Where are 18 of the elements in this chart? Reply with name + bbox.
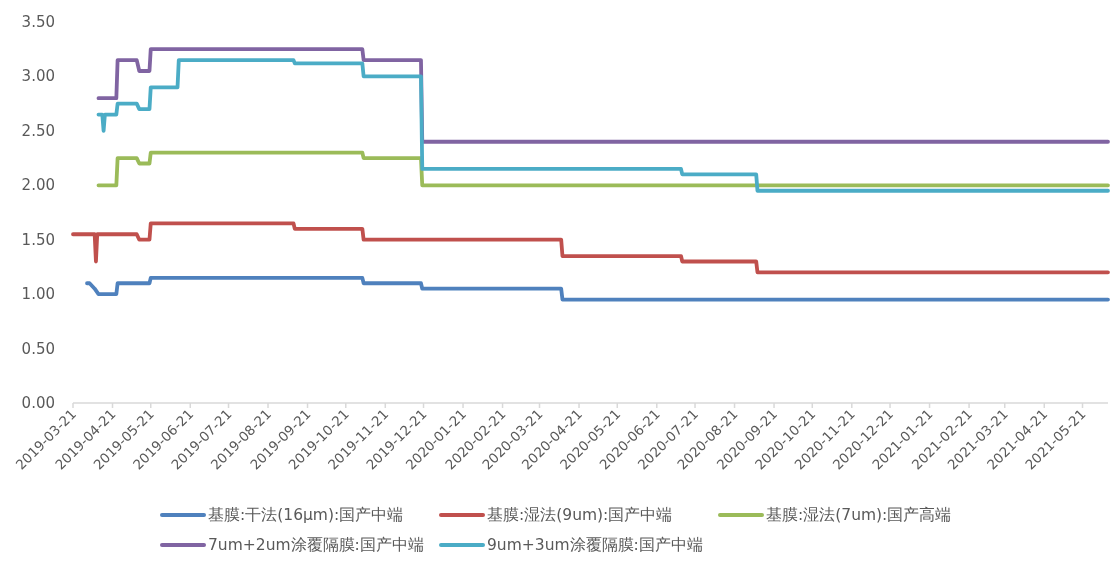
legend-label: 基膜:干法(16μm):国产中端 — [208, 506, 404, 524]
y-tick-label: 3.50 — [21, 13, 55, 31]
y-tick-label: 1.50 — [21, 230, 55, 249]
line-series — [96, 47, 1110, 144]
line-series — [85, 275, 1110, 302]
y-tick-label: 0.00 — [21, 394, 55, 412]
y-tick-label: 2.50 — [21, 121, 55, 140]
line-series — [96, 58, 1110, 193]
legend-label: 基膜:湿法(7um):国产高端 — [766, 506, 952, 524]
line-series — [71, 221, 1110, 275]
y-tick-label: 2.00 — [21, 176, 55, 195]
line-series — [96, 150, 1110, 188]
y-tick-label: 1.00 — [21, 285, 55, 304]
y-tick-label: 3.00 — [21, 67, 55, 86]
y-tick-label: 0.50 — [21, 339, 55, 358]
legend-label: 9um+3um涂覆隔膜:国产中端 — [487, 536, 703, 554]
legend-label: 7um+2um涂覆隔膜:国产中端 — [208, 536, 424, 554]
legend-label: 基膜:湿法(9um):国产中端 — [487, 506, 673, 524]
